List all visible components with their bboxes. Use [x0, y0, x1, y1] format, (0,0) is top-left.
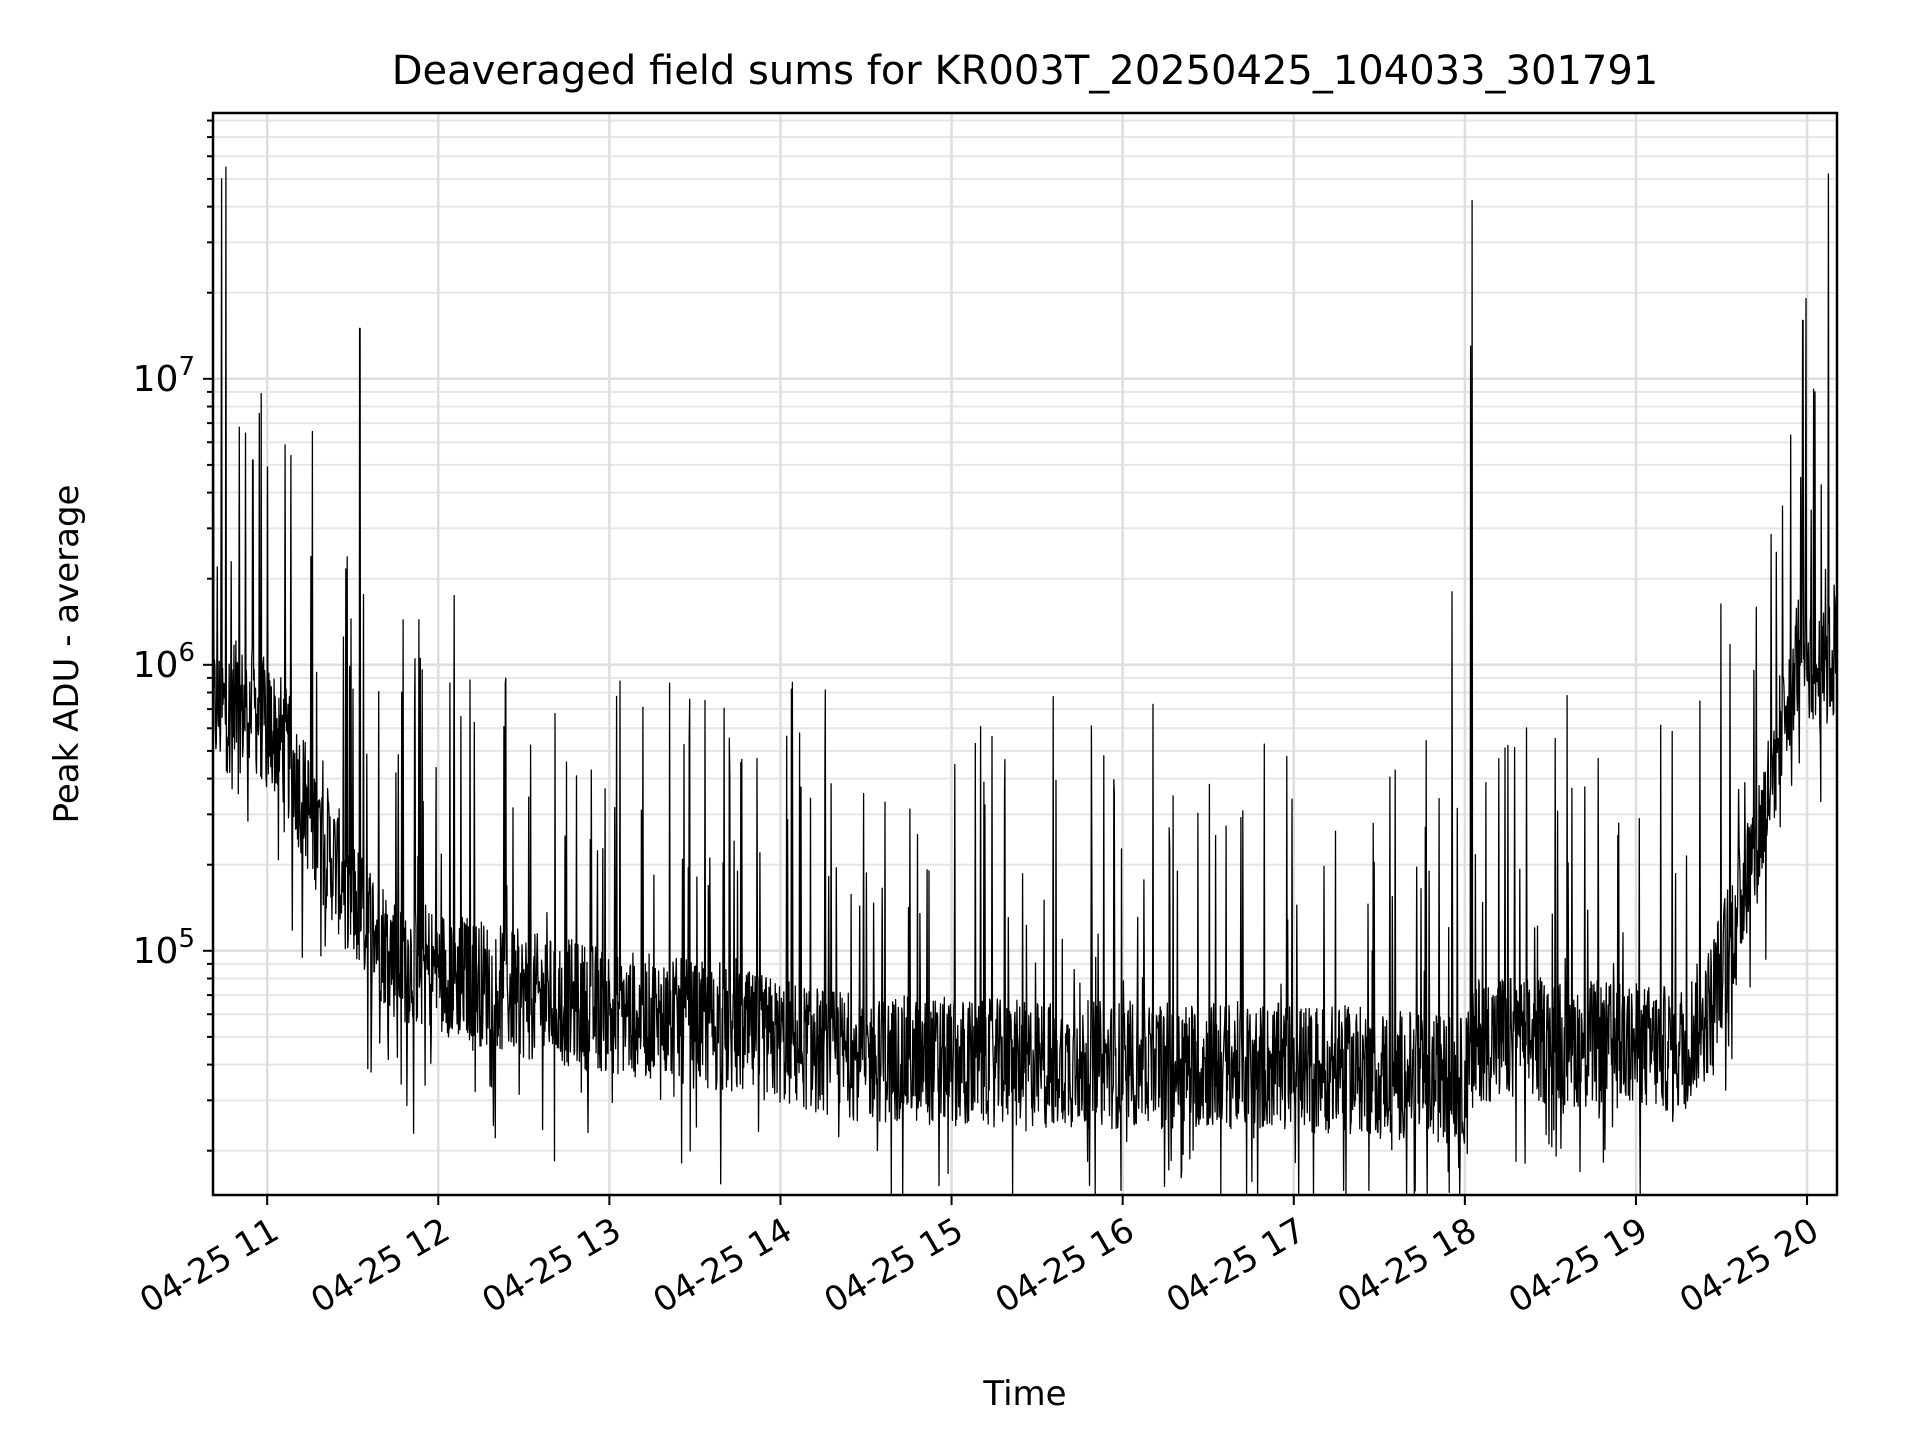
x-tick-label: 04-25 14 — [647, 1210, 799, 1321]
y-tick-label-base: 10 — [133, 931, 179, 972]
y-tick-label-exponent: 7 — [178, 352, 195, 382]
y-tick-label: 107 — [133, 352, 195, 400]
y-tick-label: 105 — [133, 924, 195, 972]
x-tick-label: 04-25 16 — [989, 1210, 1141, 1321]
chart-title: Deaveraged field sums for KR003T_2025042… — [392, 48, 1659, 94]
x-tick-label: 04-25 11 — [133, 1210, 285, 1321]
x-tick-label: 04-25 20 — [1673, 1210, 1825, 1321]
x-tick-label: 04-25 18 — [1331, 1210, 1483, 1321]
y-tick-label-exponent: 5 — [178, 924, 195, 954]
y-tick-label-base: 10 — [133, 359, 179, 400]
x-tick-label: 04-25 15 — [818, 1210, 970, 1321]
x-axis-label: Time — [982, 1374, 1066, 1414]
x-tick-label: 04-25 12 — [304, 1210, 456, 1321]
y-tick-label: 106 — [133, 638, 195, 686]
x-tick-label: 04-25 19 — [1502, 1210, 1654, 1321]
series — [212, 166, 1838, 1196]
x-axis: 04-25 11 04-25 12 04-25 13 04-25 14 04-25 15… — [133, 1195, 1826, 1321]
plot-area — [211, 111, 1839, 1197]
x-tick-label: 04-25 13 — [475, 1210, 627, 1321]
series-line — [212, 166, 1838, 1196]
y-axis-label: Peak ADU - average — [47, 485, 87, 824]
x-tick-label: 04-25 17 — [1160, 1210, 1312, 1321]
y-tick-label-exponent: 6 — [178, 638, 195, 668]
y-tick-label-base: 10 — [133, 645, 179, 686]
